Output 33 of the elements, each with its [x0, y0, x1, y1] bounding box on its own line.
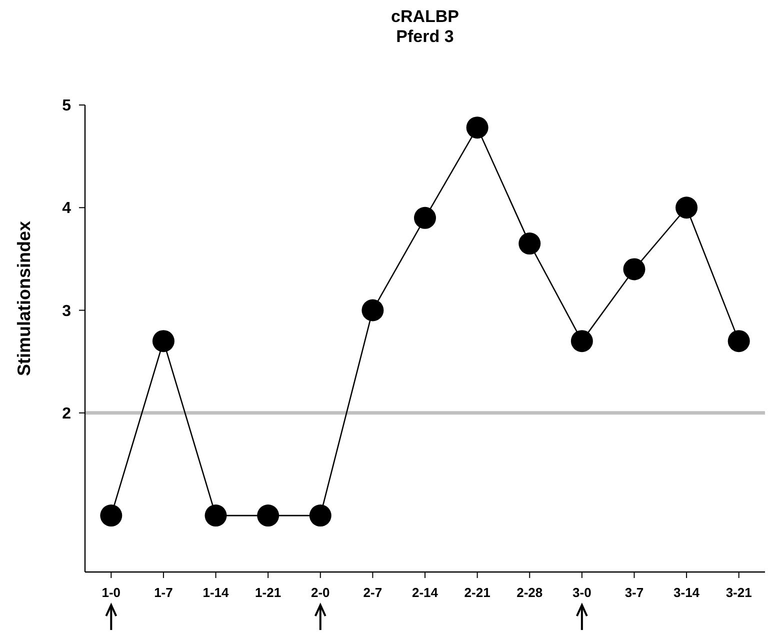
point — [362, 299, 384, 322]
x-tick-label: 1-0 — [102, 585, 121, 600]
point — [518, 232, 541, 255]
x-tick-label: 3-0 — [572, 585, 592, 600]
point — [623, 258, 646, 280]
y-tick-label: 2 — [62, 406, 72, 423]
y-tick-label: 3 — [62, 302, 72, 320]
x-tick-label: 1-7 — [154, 585, 173, 600]
x-tick-label: 2-14 — [412, 585, 439, 600]
point — [466, 116, 488, 139]
point — [100, 504, 122, 527]
x-tick-label: 3-7 — [624, 585, 644, 600]
point — [570, 330, 593, 352]
chart-title: cRALBP — [390, 7, 460, 26]
chart-subtitle: Pferd 3 — [396, 27, 454, 46]
x-tick-label: 3-14 — [674, 585, 700, 600]
y-tick-label: 4 — [62, 200, 72, 218]
point — [728, 330, 750, 352]
x-tick-label: 1-14 — [202, 585, 230, 600]
x-tick-label: 2-7 — [363, 585, 382, 600]
point — [414, 206, 436, 229]
x-tick-label: 2-0 — [310, 585, 330, 600]
x-tick-label: 3-21 — [726, 585, 752, 600]
point — [152, 330, 174, 352]
x-tick-label: 1-21 — [255, 585, 282, 600]
y-axis-title: Stimulationsindex — [14, 220, 34, 376]
point — [676, 196, 698, 219]
point — [204, 504, 227, 527]
point — [257, 504, 280, 527]
x-tick-label: 2-21 — [464, 585, 490, 600]
y-tick-label: 5 — [62, 98, 72, 115]
point — [309, 504, 332, 527]
x-tick-label: 2-28 — [516, 585, 543, 600]
